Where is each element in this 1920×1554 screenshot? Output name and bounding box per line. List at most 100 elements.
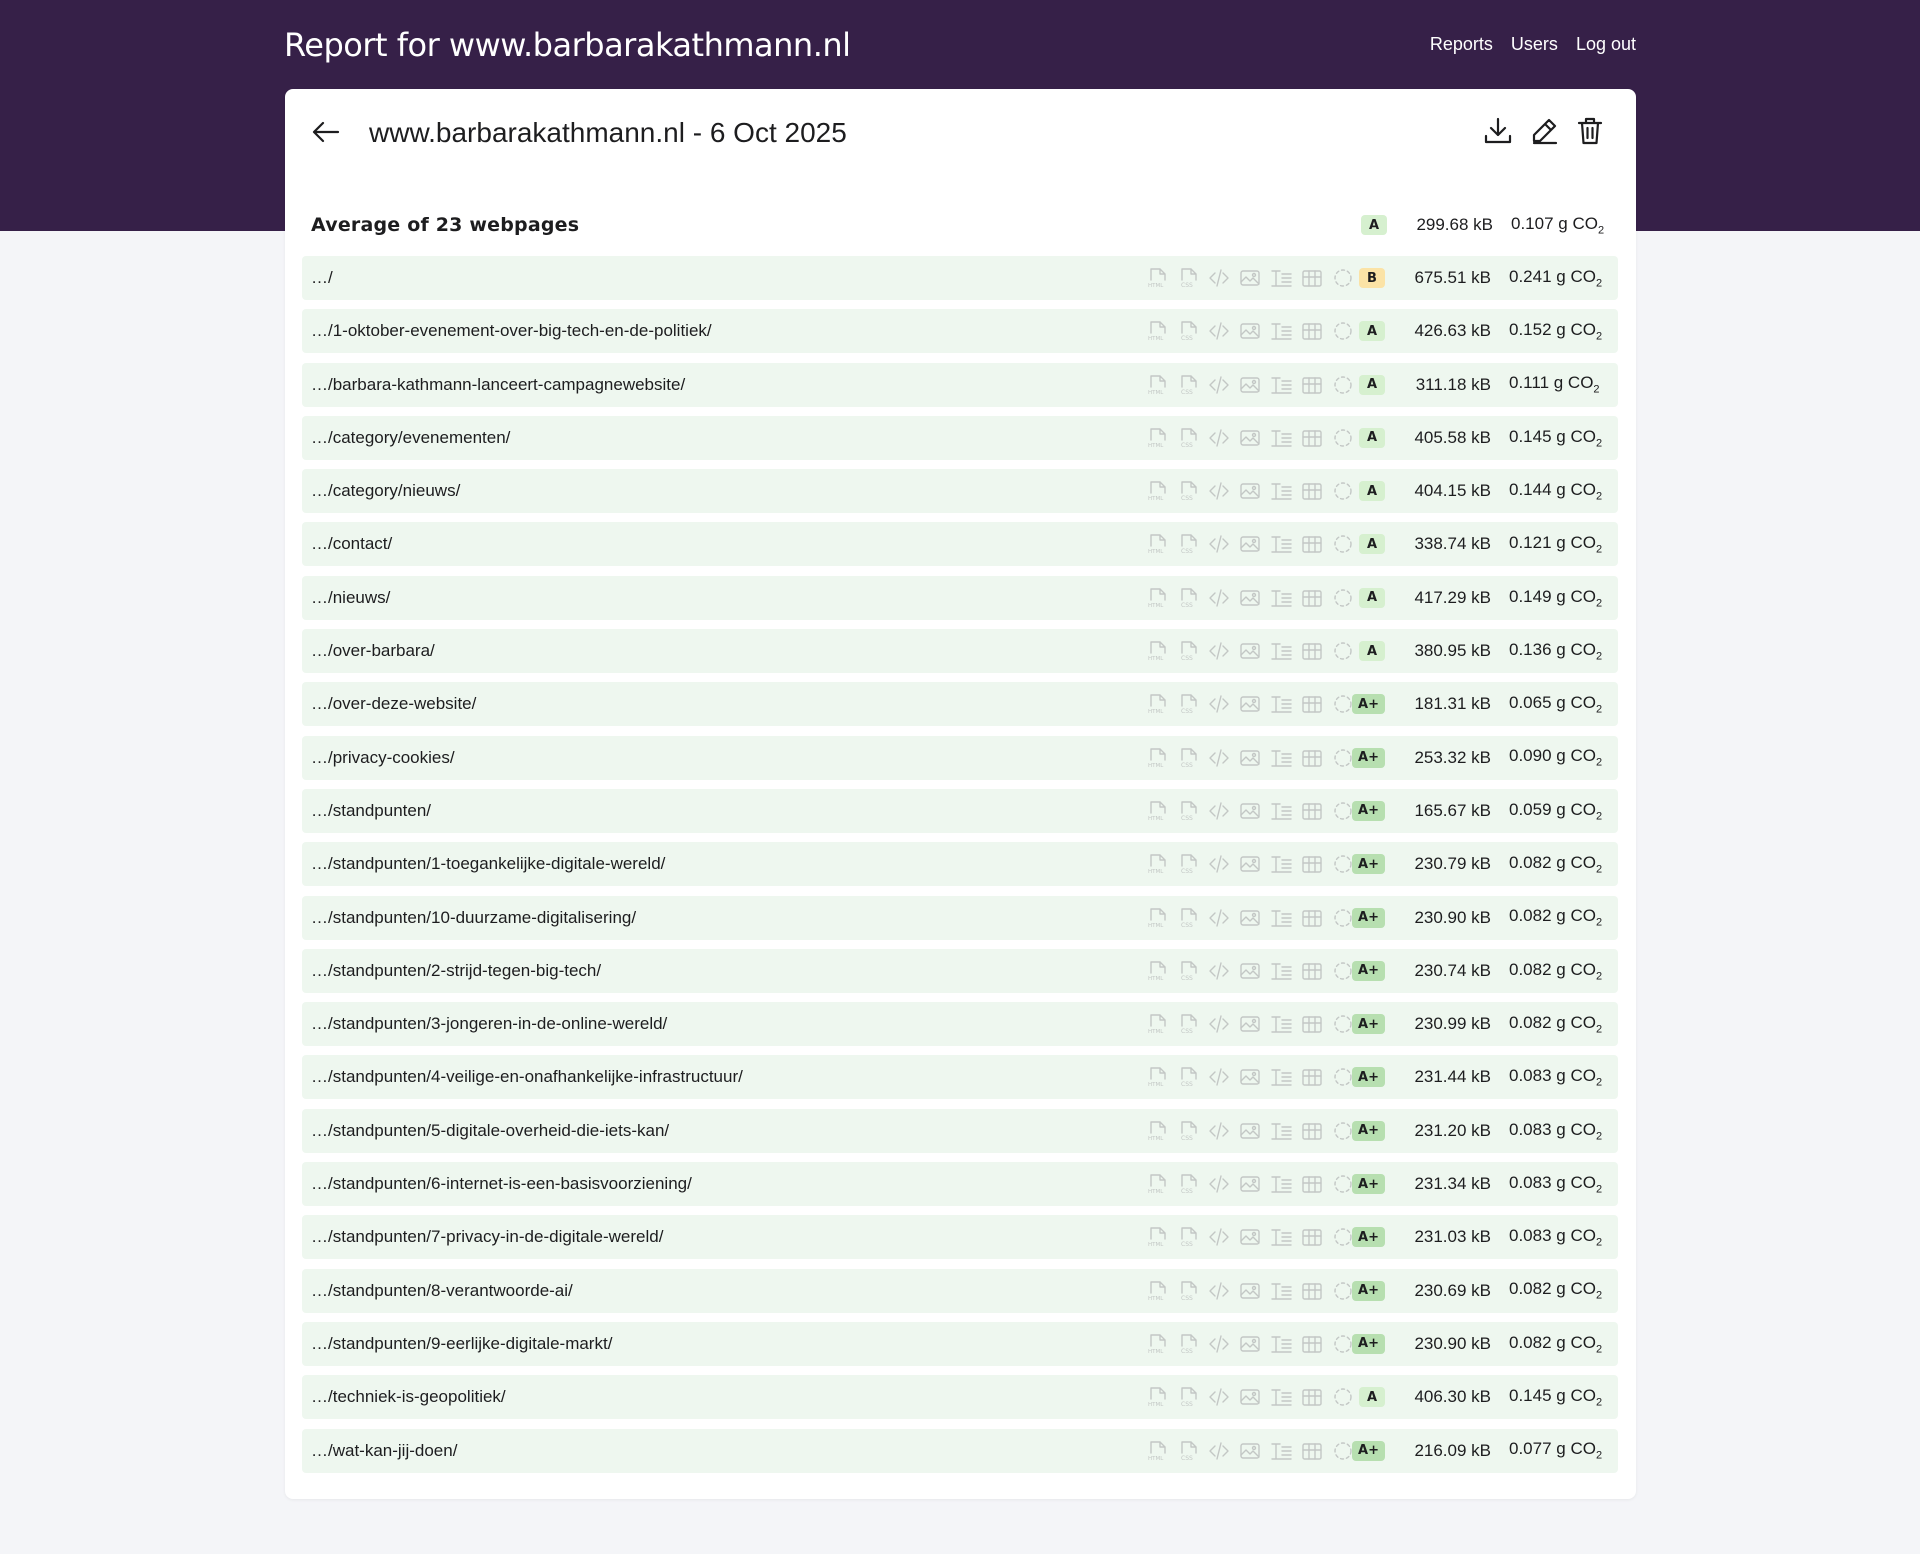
- code-icon: [1207, 1226, 1231, 1248]
- other-icon: [1331, 800, 1355, 822]
- table-row[interactable]: …/nieuws/HTML CSS A 417.29 kB 0.149 g CO2: [302, 575, 1618, 620]
- svg-text:HTML: HTML: [1148, 283, 1164, 289]
- table-row[interactable]: …/over-deze-website/HTML CSS A+ 181.31 kB 0.…: [302, 682, 1618, 727]
- page-size: 426.63 kB: [1414, 321, 1491, 341]
- page-url[interactable]: …/standpunten/1-toegankelijke-digitale-w…: [311, 854, 666, 874]
- page-url[interactable]: …/standpunten/2-strijd-tegen-big-tech/: [311, 960, 602, 980]
- page-url[interactable]: …/1-oktober-evenement-over-big-tech-en-d…: [311, 321, 712, 341]
- page-url[interactable]: …/standpunten/3-jongeren-in-de-online-we…: [311, 1014, 668, 1034]
- svg-text:HTML: HTML: [1148, 656, 1164, 662]
- co2-value: 0.082 g CO2: [1509, 959, 1603, 983]
- page-metrics: A 404.15 kB 0.144 g CO2: [1359, 469, 1609, 513]
- svg-text:HTML: HTML: [1148, 869, 1164, 875]
- page-url[interactable]: …/standpunten/4-veilige-en-onafhankelijk…: [311, 1067, 743, 1087]
- page-size: 230.99 kB: [1414, 1014, 1491, 1034]
- table-row[interactable]: …/techniek-is-geopolitiek/HTML CSS A 406.30…: [302, 1375, 1618, 1420]
- table-row[interactable]: …/standpunten/9-eerlijke-digitale-markt/…: [302, 1321, 1618, 1366]
- image-icon: [1238, 1013, 1262, 1035]
- grade-badge: A: [1359, 587, 1385, 608]
- page-url[interactable]: …/category/evenementen/: [311, 427, 511, 447]
- table-row[interactable]: …/standpunten/7-privacy-in-de-digitale-w…: [302, 1215, 1618, 1260]
- table-row[interactable]: …/standpunten/4-veilige-en-onafhankelijk…: [302, 1055, 1618, 1100]
- page-url[interactable]: …/category/nieuws/: [311, 481, 461, 501]
- table-row[interactable]: …/standpunten/5-digitale-overheid-die-ie…: [302, 1108, 1618, 1153]
- page-url[interactable]: …/wat-kan-jij-doen/: [311, 1440, 458, 1460]
- page-url[interactable]: …/standpunten/6-internet-is-een-basisvoo…: [311, 1174, 692, 1194]
- page-url[interactable]: …/standpunten/10-duurzame-digitalisering…: [311, 907, 637, 927]
- table-row[interactable]: …/standpunten/8-verantwoorde-ai/HTML CSS A…: [302, 1268, 1618, 1313]
- table-row[interactable]: …/barbara-kathmann-lanceert-campagnewebs…: [302, 362, 1618, 407]
- nav-logout-link[interactable]: Log out: [1575, 34, 1636, 54]
- co2-value: 0.121 g CO2: [1509, 533, 1603, 556]
- table-row[interactable]: …/standpunten/1-toegankelijke-digitale-w…: [302, 842, 1618, 887]
- co2-value: 0.083 g CO2: [1509, 1172, 1603, 1196]
- svg-text:CSS: CSS: [1181, 1241, 1193, 1248]
- svg-text:HTML: HTML: [1148, 336, 1164, 342]
- css-icon: CSS: [1176, 1280, 1200, 1302]
- image-icon: [1238, 320, 1262, 342]
- co2-value: 0.082 g CO2: [1509, 1332, 1603, 1356]
- arrow-left-icon: [312, 121, 340, 143]
- html-icon: HTML: [1145, 1440, 1169, 1462]
- page-size: 231.03 kB: [1414, 1227, 1491, 1247]
- page-url[interactable]: …/over-barbara/: [311, 641, 435, 661]
- page-url[interactable]: …/privacy-cookies/: [311, 747, 455, 767]
- table-row[interactable]: …/contact/HTML CSS A 338.74 kB 0.121 g CO2: [302, 522, 1618, 567]
- code-icon: [1207, 747, 1231, 769]
- css-icon: CSS: [1176, 1333, 1200, 1355]
- table-row[interactable]: …/over-barbara/HTML CSS A 380.95 kB 0.136 g …: [302, 629, 1618, 674]
- video-icon: [1300, 533, 1324, 555]
- page-metrics: A+ 230.74 kB 0.082 g CO2: [1352, 949, 1609, 993]
- page-url[interactable]: …/standpunten/7-privacy-in-de-digitale-w…: [311, 1227, 664, 1247]
- co2-value: 0.241 g CO2: [1509, 266, 1603, 290]
- nav-users-link[interactable]: Users: [1510, 34, 1558, 54]
- image-icon: [1238, 907, 1262, 929]
- page-url[interactable]: …/over-deze-website/: [311, 694, 477, 714]
- page-url[interactable]: …/standpunten/8-verantwoorde-ai/: [311, 1280, 573, 1300]
- table-row[interactable]: …/standpunten/6-internet-is-een-basisvoo…: [302, 1162, 1618, 1207]
- table-row[interactable]: …/standpunten/10-duurzame-digitalisering…: [302, 895, 1618, 940]
- page-url[interactable]: …/contact/: [311, 534, 393, 554]
- top-nav: Reports Users Log out: [1430, 34, 1636, 55]
- table-row[interactable]: …/1-oktober-evenement-over-big-tech-en-d…: [302, 309, 1618, 354]
- page-url[interactable]: …/techniek-is-geopolitiek/: [311, 1387, 506, 1407]
- css-icon: CSS: [1176, 1226, 1200, 1248]
- page-url[interactable]: …/: [311, 268, 333, 287]
- table-row[interactable]: …/standpunten/HTML CSS A+ 165.67 kB 0.059 g …: [302, 788, 1618, 833]
- table-row[interactable]: …/wat-kan-jij-doen/HTML CSS A+ 216.09 kB 0.0…: [302, 1428, 1618, 1473]
- edit-button[interactable]: [1528, 115, 1560, 147]
- co2-value: 0.077 g CO2: [1509, 1439, 1603, 1462]
- grade-badge: A+: [1352, 960, 1385, 981]
- resource-icons: HTML CSS: [1145, 1173, 1355, 1195]
- page-url[interactable]: …/barbara-kathmann-lanceert-campagnewebs…: [311, 374, 686, 394]
- co2-value: 0.083 g CO2: [1509, 1226, 1603, 1249]
- nav-reports-link[interactable]: Reports: [1429, 34, 1493, 54]
- download-icon: [1484, 117, 1512, 144]
- table-row[interactable]: …/standpunten/3-jongeren-in-de-online-we…: [302, 1002, 1618, 1047]
- image-icon: [1238, 693, 1262, 715]
- page-url[interactable]: …/standpunten/9-eerlijke-digitale-markt/: [311, 1333, 613, 1353]
- video-icon: [1300, 693, 1324, 715]
- page-size: 311.18 kB: [1415, 374, 1491, 394]
- page-metrics: A+ 230.69 kB 0.082 g CO2: [1352, 1269, 1609, 1313]
- table-row[interactable]: …/category/nieuws/HTML CSS A 404.15 kB 0.144…: [302, 469, 1618, 514]
- other-icon: [1331, 1386, 1355, 1408]
- page-size: 231.34 kB: [1414, 1174, 1491, 1194]
- back-button[interactable]: [311, 117, 341, 147]
- table-row[interactable]: …/privacy-cookies/HTML CSS A+ 253.32 kB 0.09…: [302, 735, 1618, 780]
- co2-value: 0.082 g CO2: [1509, 906, 1603, 929]
- table-row[interactable]: …/category/evenementen/HTML CSS A 405.58 kB…: [302, 415, 1618, 460]
- page-url[interactable]: …/standpunten/5-digitale-overheid-die-ie…: [311, 1120, 670, 1140]
- delete-button[interactable]: [1574, 115, 1606, 147]
- html-icon: HTML: [1145, 1226, 1169, 1248]
- table-row[interactable]: …/standpunten/2-strijd-tegen-big-tech/HT…: [302, 948, 1618, 993]
- page-metrics: A+ 165.67 kB 0.059 g CO2: [1352, 789, 1609, 833]
- table-row[interactable]: …/ HTML CSS B 675.51 kB 0.241 g CO2: [302, 256, 1618, 300]
- co2-value: 0.145 g CO2: [1509, 426, 1603, 450]
- download-button[interactable]: [1482, 115, 1514, 147]
- page-url[interactable]: …/nieuws/: [311, 587, 391, 607]
- grade-badge: A+: [1352, 854, 1385, 875]
- grade-badge: A+: [1352, 747, 1385, 768]
- page-url[interactable]: …/standpunten/: [311, 800, 432, 820]
- page-size: 338.74 kB: [1414, 534, 1491, 554]
